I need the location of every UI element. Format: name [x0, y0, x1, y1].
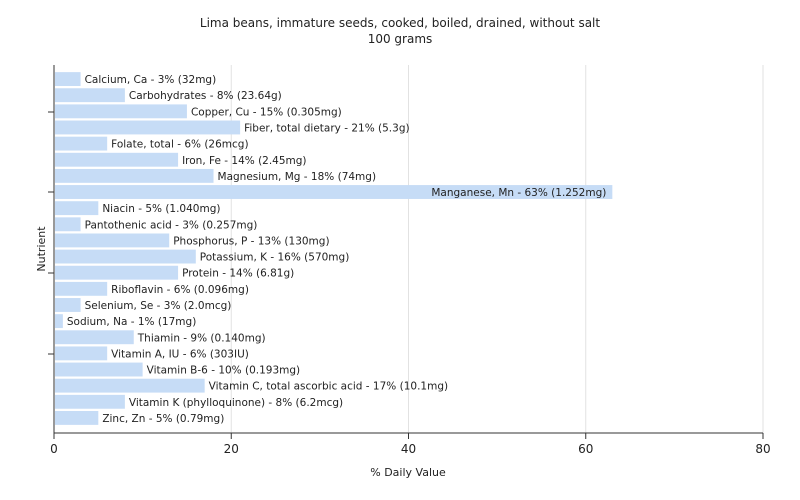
bar-label: Iron, Fe - 14% (2.45mg) [182, 155, 306, 167]
bar [55, 88, 125, 103]
chart-title: Lima beans, immature seeds, cooked, boil… [199, 16, 601, 30]
bar-label: Fiber, total dietary - 21% (5.3g) [244, 122, 409, 134]
bar-label: Vitamin B-6 - 10% (0.193mg) [147, 365, 301, 377]
x-axis-label: % Daily Value [370, 466, 446, 479]
bar [55, 378, 205, 393]
bar-label: Manganese, Mn - 63% (1.252mg) [431, 187, 606, 199]
bar [55, 314, 63, 329]
bar-label: Calcium, Ca - 3% (32mg) [85, 74, 217, 86]
grid-lines [230, 65, 764, 433]
bar [55, 104, 187, 119]
bar-label: Potassium, K - 16% (570mg) [200, 252, 350, 264]
bar-label: Thiamin - 9% (0.140mg) [137, 332, 266, 344]
bar-labels: Calcium, Ca - 3% (32mg) Carbohydrates - 8… [67, 74, 606, 425]
bar [55, 281, 108, 296]
bar [55, 136, 108, 151]
bar-label: Copper, Cu - 15% (0.305mg) [191, 106, 342, 118]
x-tick-label: 60 [578, 442, 593, 456]
y-axis-label: Nutrient [35, 226, 48, 272]
bar [55, 217, 81, 232]
x-tick-label: 80 [755, 442, 770, 456]
bar [55, 72, 81, 87]
bar [55, 265, 179, 280]
bar [55, 168, 214, 183]
x-tick-label: 20 [224, 442, 239, 456]
bar-label: Pantothenic acid - 3% (0.257mg) [85, 219, 258, 231]
bar [55, 185, 613, 199]
bar-label: Vitamin C, total ascorbic acid - 17% (10… [209, 381, 448, 393]
chart-subtitle: 100 grams [367, 32, 433, 46]
bar-label: Protein - 14% (6.81g) [182, 268, 294, 280]
bar [55, 233, 170, 248]
x-axis-ticks: 0 20 40 60 80 [50, 433, 771, 456]
bar [55, 346, 108, 361]
bar-label: Vitamin A, IU - 6% (303IU) [111, 348, 249, 360]
bar [55, 362, 143, 377]
bars [55, 72, 613, 425]
bar [55, 249, 196, 264]
bar-label: Folate, total - 6% (26mcg) [111, 139, 248, 151]
bar [55, 201, 99, 216]
x-tick-label: 0 [50, 442, 58, 456]
bar-label: Carbohydrates - 8% (23.64g) [129, 90, 282, 102]
bar-label: Magnesium, Mg - 18% (74mg) [218, 171, 377, 183]
bar [55, 120, 241, 135]
bar [55, 298, 81, 312]
bar-label: Riboflavin - 6% (0.096mg) [111, 284, 249, 296]
x-tick-label: 40 [401, 442, 416, 456]
bar-label: Selenium, Se - 3% (2.0mcg) [85, 300, 232, 312]
bar-label: Vitamin K (phylloquinone) - 8% (6.2mcg) [129, 397, 343, 409]
bar-label: Phosphorus, P - 13% (130mg) [173, 235, 329, 247]
bar [55, 330, 134, 345]
bar-label: Niacin - 5% (1.040mg) [102, 203, 220, 215]
axes [48, 65, 763, 434]
bar [55, 410, 99, 425]
bar-label: Sodium, Na - 1% (17mg) [67, 316, 196, 328]
bar [55, 394, 125, 409]
bar-label: Zinc, Zn - 5% (0.79mg) [102, 413, 224, 425]
bar [55, 152, 179, 167]
